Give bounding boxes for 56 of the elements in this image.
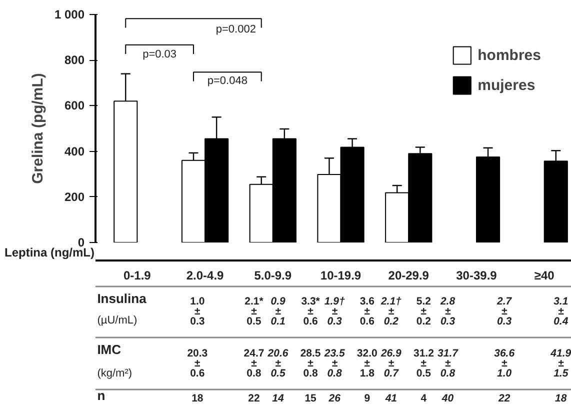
text: 3.6 ± 0.6	[360, 295, 375, 328]
x-tick-label: 2.0-4.9	[186, 268, 224, 282]
text: 26.9 ± 0.7	[380, 347, 402, 380]
x-tick-label: ≥40	[534, 268, 555, 282]
text: 0.9 ± 0.1	[270, 295, 286, 328]
text: 36.6 ± 1.0	[494, 347, 515, 380]
text: 5.2 ± 0.2	[416, 295, 432, 328]
text: 22	[248, 392, 260, 404]
y-tick-label: 800	[64, 53, 85, 68]
text: 31.2 ± 0.5	[413, 347, 434, 380]
text: 2.1* ± 0.5	[244, 295, 264, 328]
x-tick-label: 10-19.9	[320, 268, 362, 282]
text: 22	[497, 392, 510, 404]
text: Insulina	[97, 291, 148, 306]
text: 2.8 ± 0.3	[439, 295, 456, 328]
text: 1.0 ± 0.3	[190, 295, 205, 328]
y-axis-title: Grelina (pg/mL)	[29, 73, 46, 184]
text: 18	[555, 392, 567, 404]
text: 20.3 ± 0.6	[187, 347, 208, 380]
text: 3.1 ± 0.4	[554, 295, 568, 328]
text: (kg/m²)	[97, 368, 132, 380]
text: 4	[420, 392, 427, 404]
x-tick-label: 0-1.9	[123, 268, 152, 282]
annotation: p=0.002	[216, 23, 256, 36]
annotation: p=0.03	[142, 48, 177, 60]
text: 41.9 ± 1.5	[550, 347, 571, 380]
y-tick-label: 400	[64, 144, 85, 158]
text: 2.7 ± 0.3	[496, 295, 513, 328]
x-tick-label: 5.0-9.9	[254, 268, 292, 282]
text: 32.0 ± 1.8	[356, 347, 378, 380]
annotation: p=0.048	[207, 75, 248, 88]
text: 26	[328, 392, 341, 404]
text: 28.5 ± 0.8	[300, 347, 321, 380]
legend-label: mujeres	[478, 76, 536, 94]
text: 18	[192, 392, 204, 404]
legend-label: hombres	[478, 46, 541, 64]
text: IMC	[97, 342, 122, 357]
text: 15	[304, 392, 317, 404]
text: 40	[440, 392, 454, 404]
text: 41	[384, 392, 398, 404]
text: 2.1† ± 0.2	[380, 295, 402, 328]
text: 1.9† ± 0.3	[324, 295, 345, 328]
text: (µU/mL)	[97, 314, 138, 326]
text: 23.5 ± 0.8	[323, 347, 345, 380]
y-tick-label: 200	[64, 190, 85, 204]
text: 3.3* ± 0.6	[301, 295, 321, 328]
y-tick-label: 1 000	[54, 8, 85, 22]
y-tick-label: 600	[64, 98, 85, 113]
text: 9	[364, 392, 370, 404]
text: 20.6 ± 0.5	[266, 347, 288, 380]
text: n	[97, 388, 106, 403]
x-tick-label: 30-39.9	[456, 268, 498, 282]
text: 14	[272, 392, 284, 404]
text: 24.7 ± 0.8	[244, 347, 264, 380]
text: 31.7 ± 0.8	[438, 347, 460, 380]
x-tick-label: 20-29.9	[388, 268, 430, 282]
